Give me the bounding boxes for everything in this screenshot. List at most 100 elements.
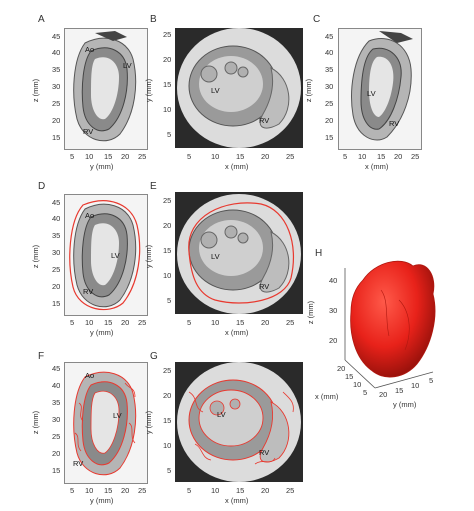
- panel-g-anno-rv: RV: [259, 448, 270, 457]
- panel-label-e: E: [150, 181, 157, 192]
- panel-c: C LV RV 45 40 35 30 25 20 15 5 10 15 20 …: [304, 0, 474, 180]
- panel-f: F Ao LV RV 45 40 35 30 25 20 15 5 10 15 …: [0, 348, 160, 511]
- panel-e-ylabel: y (mm): [144, 244, 154, 269]
- tick: 45: [325, 32, 334, 41]
- panel-a-ylabel: z (mm): [31, 78, 41, 103]
- tick: 15: [395, 386, 404, 395]
- panel-c-slice: [351, 31, 413, 141]
- panel-h-ylabel: z (mm): [306, 300, 316, 325]
- tick: 15: [104, 318, 113, 327]
- tick: 20: [261, 486, 270, 495]
- tick: 10: [163, 441, 172, 450]
- tick: 25: [286, 318, 295, 327]
- tick: 5: [70, 318, 75, 327]
- tick: 30: [52, 248, 61, 257]
- tick: 15: [163, 80, 172, 89]
- tick: 20: [325, 116, 334, 125]
- panel-b: B LV RV 25 20 15 10 5 5 10 15 20 25 x (m…: [144, 0, 310, 180]
- tick: 25: [138, 486, 147, 495]
- panel-e-xlabel: x (mm): [225, 328, 249, 337]
- panel-label-g: G: [150, 351, 158, 362]
- tick: 30: [329, 306, 338, 315]
- panel-g: G LV RV 25 20 15 10 5 5 10 15 20 25 x (m…: [144, 348, 310, 511]
- tick: 45: [52, 32, 61, 41]
- tick: 10: [85, 152, 94, 161]
- tick: 20: [121, 318, 130, 327]
- heart-mesh: [350, 260, 436, 378]
- panel-a-xlabel: y (mm): [90, 162, 114, 171]
- panel-f-xlabel: y (mm): [90, 496, 114, 505]
- tick: 20: [52, 116, 61, 125]
- panel-label-b: B: [150, 14, 157, 25]
- panel-d-slice: [69, 200, 141, 311]
- panel-b-xlabel: x (mm): [225, 162, 249, 171]
- panel-label-h: H: [315, 248, 323, 259]
- panel-b-anno-lv: LV: [211, 86, 220, 95]
- panel-g-anno-lv: LV: [217, 410, 226, 419]
- tick: 40: [52, 214, 61, 223]
- tick: 30: [325, 82, 334, 91]
- tick: 20: [261, 152, 270, 161]
- tick: 10: [211, 318, 220, 327]
- tick: 15: [52, 133, 61, 142]
- tick: 45: [52, 198, 61, 207]
- tick: 25: [138, 318, 147, 327]
- heart-texture: [380, 289, 410, 351]
- tick: 20: [337, 364, 346, 373]
- panel-c-ylabel: z (mm): [304, 78, 314, 103]
- panel-b-anno-rv: RV: [259, 116, 270, 125]
- tick: 5: [429, 376, 434, 385]
- panel-label-d: D: [38, 181, 46, 192]
- tick: 15: [236, 318, 245, 327]
- panel-a: A Ao LV RV 45 40 35 30 25 20 15 5 10 15 …: [0, 0, 160, 180]
- tick: 25: [286, 152, 295, 161]
- tick: 30: [52, 415, 61, 424]
- tick: 5: [167, 296, 172, 305]
- tick: 35: [52, 65, 61, 74]
- tick: 15: [377, 152, 386, 161]
- tick: 15: [345, 372, 354, 381]
- panel-d-anno-lv: LV: [111, 251, 120, 260]
- panel-a-anno-rv: RV: [83, 127, 94, 136]
- panel-e-slice: [177, 194, 301, 314]
- tick: 20: [163, 221, 172, 230]
- panel-h: H 40 30 20 20 15 10 5 20 15 10 5 y (mm) …: [305, 240, 474, 420]
- panel-c-xlabel: x (mm): [365, 162, 389, 171]
- tick: 15: [163, 246, 172, 255]
- tick: 40: [52, 48, 61, 57]
- tick: 40: [329, 276, 338, 285]
- tick: 40: [325, 48, 334, 57]
- panel-h-render: [344, 260, 436, 389]
- tick: 5: [187, 152, 192, 161]
- panel-c-anno-rv: RV: [389, 119, 400, 128]
- tick: 10: [163, 271, 172, 280]
- tick: 10: [85, 486, 94, 495]
- tick: 25: [52, 432, 61, 441]
- panel-c-anno-lv: LV: [367, 89, 376, 98]
- tick: 25: [286, 486, 295, 495]
- panel-h-xlabel: y (mm): [393, 400, 417, 409]
- tick: 15: [236, 152, 245, 161]
- tick: 5: [167, 130, 172, 139]
- panel-c-image: LV RV: [338, 28, 422, 150]
- tick: 25: [52, 99, 61, 108]
- tick: 20: [121, 486, 130, 495]
- tick: 25: [411, 152, 420, 161]
- tick: 5: [187, 486, 192, 495]
- tick: 10: [163, 105, 172, 114]
- panel-e-image: LV RV: [175, 192, 303, 314]
- tick: 40: [52, 381, 61, 390]
- panel-a-anno-lv: LV: [123, 61, 132, 70]
- panel-d: D Ao LV RV 45 40 35 30 25 20 15 5 10 15 …: [0, 178, 160, 348]
- tick: 35: [52, 231, 61, 240]
- panel-b-ylabel: y (mm): [144, 78, 154, 103]
- panel-f-anno-rv: RV: [73, 459, 84, 468]
- panel-b-image: LV RV: [175, 28, 303, 148]
- panel-g-slice: [177, 362, 301, 482]
- panel-a-anno-ao: Ao: [85, 45, 95, 54]
- tick: 25: [163, 30, 172, 39]
- tick: 10: [211, 486, 220, 495]
- panel-label-a: A: [38, 14, 45, 25]
- tick: 5: [70, 486, 75, 495]
- panel-e-anno-lv: LV: [211, 252, 220, 261]
